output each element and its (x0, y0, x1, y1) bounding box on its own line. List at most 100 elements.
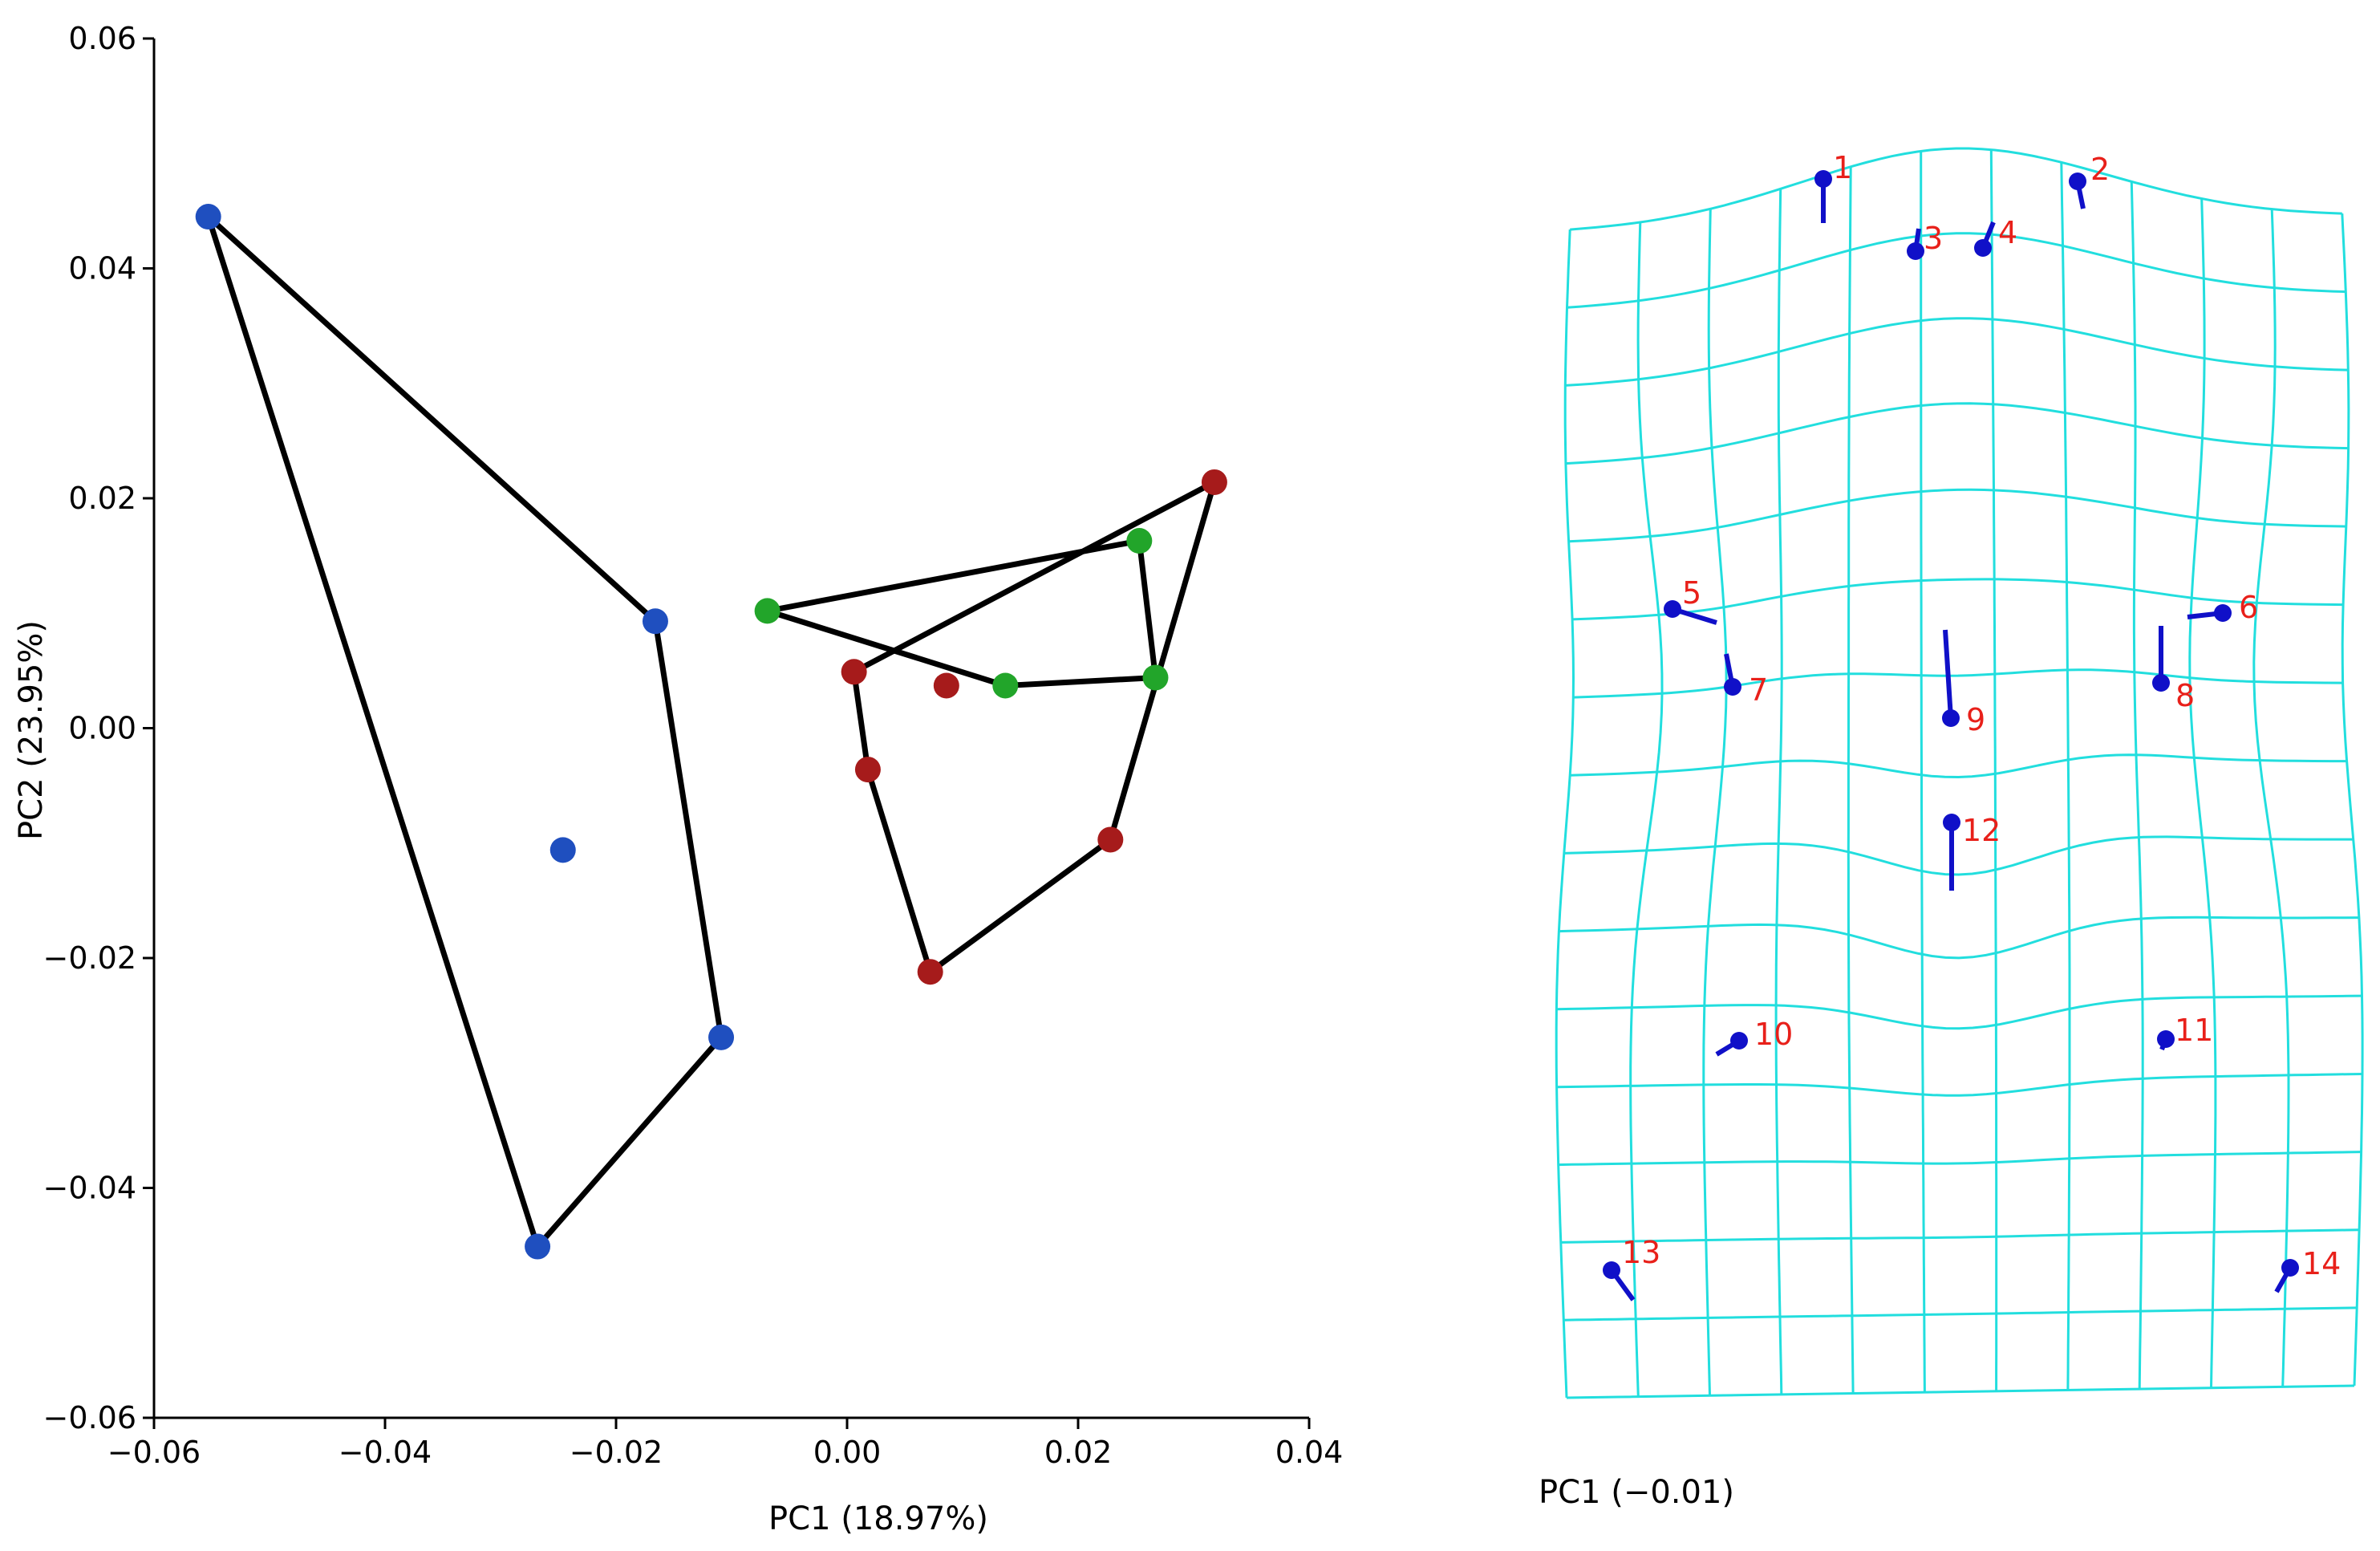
pca-scatter-plot: −0.06 −0.04 −0.02 0.00 0.02 0.04 −0.06 −0.04 −0… (13, 21, 1343, 1537)
grid-row-line (1558, 1151, 2362, 1167)
grid-col-line (1920, 151, 1926, 1393)
grid-axis-title: PC1 (−0.01) (1539, 1474, 1734, 1511)
deformation-grid (1555, 147, 2364, 1399)
grid-row-line (1566, 1384, 2355, 1399)
landmark-dot (2214, 604, 2232, 622)
data-point (841, 659, 867, 685)
grid-row-line (1565, 317, 2349, 387)
x-ticks: −0.06 −0.04 −0.02 0.00 0.02 0.04 (107, 1418, 1344, 1470)
landmark-label: 6 (2239, 590, 2258, 625)
grid-row-line (1556, 994, 2362, 1030)
landmark-7: 7 (1724, 653, 1768, 708)
grid-row-line (1570, 753, 2347, 779)
grid-row-line (1559, 916, 2359, 960)
x-tick-label: −0.04 (339, 1435, 432, 1470)
data-point (549, 837, 576, 863)
grid-row-line (1572, 578, 2344, 621)
landmark-dot (1724, 678, 1741, 696)
data-point (1201, 469, 1227, 495)
grid-col-line (2188, 198, 2217, 1388)
data-point (854, 757, 881, 783)
y-tick-label: −0.06 (43, 1400, 136, 1435)
landmark-vector (1943, 629, 1953, 719)
y-tick-label: 0.06 (68, 21, 136, 56)
grid-col-line (2252, 209, 2290, 1387)
landmark-14: 14 (2274, 1246, 2341, 1293)
landmark-3: 3 (1907, 221, 1943, 260)
grid-row-line (1563, 835, 2354, 876)
group-hull-1 (205, 213, 724, 1250)
x-tick-label: −0.02 (570, 1435, 663, 1470)
grid-col-line (1555, 229, 1575, 1399)
axes: −0.06 −0.04 −0.02 0.00 0.02 0.04 −0.06 −0.04 −0… (43, 21, 1344, 1470)
y-tick-label: 0.02 (68, 481, 136, 516)
data-point (754, 598, 780, 624)
landmark-11: 11 (2157, 1013, 2213, 1051)
landmark-label: 2 (2090, 152, 2110, 187)
landmark-label: 14 (2302, 1246, 2341, 1281)
landmark-1: 1 (1814, 150, 1852, 223)
grid-row-line (1560, 1228, 2360, 1244)
landmark-label: 11 (2175, 1013, 2213, 1048)
grid-row-line (1568, 488, 2346, 543)
x-axis-title: PC1 (18.97%) (768, 1500, 988, 1537)
grid-row-line (1567, 232, 2346, 309)
landmark-dot (1603, 1261, 1620, 1279)
y-tick-label: 0.00 (68, 711, 136, 746)
landmark-label: 10 (1754, 1017, 1793, 1052)
landmark-dot (1974, 239, 1992, 257)
landmark-dot (1730, 1032, 1748, 1050)
landmark-dot (1814, 170, 1832, 188)
landmark-dot (1943, 814, 1960, 831)
data-point (708, 1024, 735, 1050)
x-tick-label: 0.04 (1275, 1435, 1344, 1470)
data-point (1142, 664, 1169, 691)
grid-col-line (2130, 181, 2144, 1390)
data-point (917, 959, 943, 985)
landmark-dot (1942, 709, 1960, 727)
grid-row-line (1563, 1306, 2358, 1322)
grid-col-line (1774, 189, 1783, 1395)
grid-col-line (1847, 166, 1855, 1394)
grid-col-line (2060, 162, 2071, 1391)
grid-row-line (1556, 1073, 2363, 1097)
landmark-dot (1907, 242, 1924, 260)
landmark-5: 5 (1664, 575, 1717, 625)
landmark-dot (2281, 1259, 2299, 1277)
data-point (933, 672, 959, 699)
y-tick-label: −0.02 (43, 940, 136, 976)
data-points (195, 204, 1227, 1260)
landmark-12: 12 (1943, 813, 2001, 891)
landmark-4: 4 (1974, 215, 2017, 257)
data-point (642, 608, 668, 635)
landmark-13: 13 (1603, 1235, 1660, 1301)
landmark-label: 12 (1962, 813, 2001, 848)
landmark-label: 1 (1833, 150, 1852, 185)
y-tick-label: 0.04 (68, 251, 136, 286)
landmark-dot (1664, 600, 1681, 618)
grid-col-line (1702, 209, 1728, 1396)
x-tick-label: 0.02 (1044, 1435, 1113, 1470)
landmark-9: 9 (1942, 629, 1985, 737)
group-hull-3 (851, 479, 1218, 975)
data-point (1126, 528, 1153, 554)
landmark-8: 8 (2152, 626, 2195, 713)
landmark-label: 8 (2175, 678, 2195, 713)
y-axis-title: PC2 (23.95%) (13, 620, 50, 840)
data-point (1097, 826, 1124, 853)
x-tick-label: −0.06 (107, 1435, 201, 1470)
landmark-label: 5 (1682, 575, 1701, 611)
grid-row-line (1565, 402, 2349, 465)
landmark-label: 9 (1966, 702, 1985, 737)
group-hulls (205, 213, 1218, 1250)
landmark-dot (2157, 1030, 2175, 1048)
grid-row-line (1570, 147, 2342, 231)
landmark-dot (2152, 674, 2170, 692)
landmark-label: 13 (1622, 1235, 1660, 1270)
x-tick-label: 0.00 (813, 1435, 882, 1470)
landmark-10: 10 (1715, 1017, 1793, 1057)
landmark-label: 4 (1998, 215, 2017, 250)
